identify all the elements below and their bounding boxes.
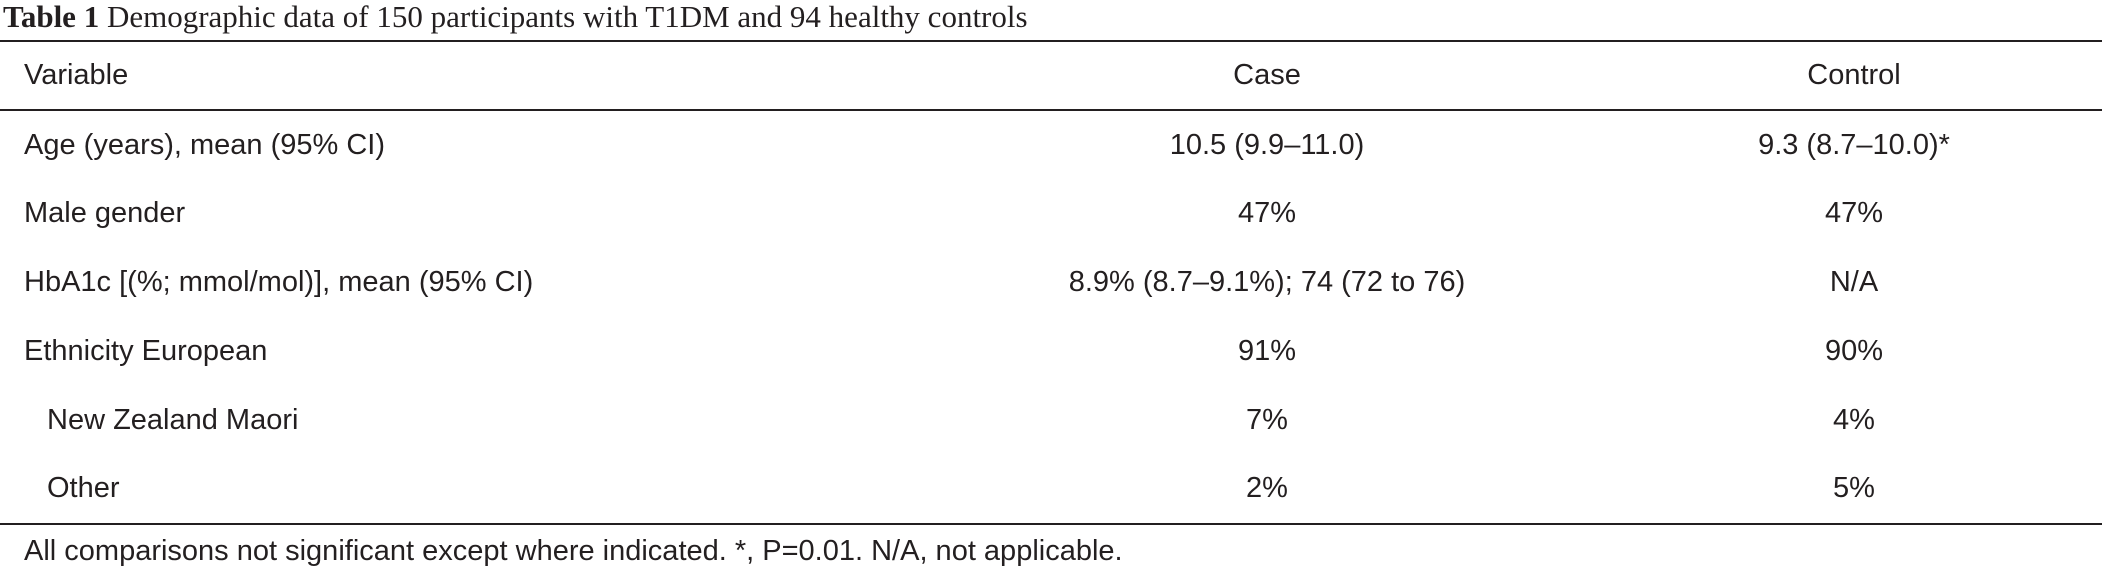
header-control: Control (1807, 59, 1901, 91)
table-row-ethnicity-european: Ethnicity European 91% 90% (0, 317, 2102, 385)
row-control-cell: 90% (1824, 335, 1884, 367)
table-caption-text: Demographic data of 150 participants wit… (106, 0, 1028, 34)
table-bottom-rule (0, 523, 2102, 525)
row-control-cell: 9.3 (8.7–10.0)* (1758, 129, 1950, 161)
row-variable-cell: HbA1c [(%; mmol/mol)], mean (95% CI) (24, 266, 534, 298)
row-case-cell: 8.9% (8.7–9.1%); 74 (72 to 76) (1068, 266, 1466, 298)
table-row-new-zealand-maori: New Zealand Maori 7% 4% (0, 386, 2102, 454)
table-header-row: Variable Case Control (0, 41, 2102, 109)
row-variable-cell: Male gender (24, 197, 186, 229)
row-control-cell: 47% (1824, 197, 1884, 229)
row-control-cell: 5% (1833, 472, 1875, 504)
row-control-cell: N/A (1829, 266, 1879, 298)
table-row-hba1c: HbA1c [(%; mmol/mol)], mean (95% CI) 8.9… (0, 248, 2102, 316)
table-header-rule (0, 109, 2102, 111)
row-variable-cell: Other (47, 472, 120, 504)
table-caption: Table 1 Demographic data of 150 particip… (3, 0, 1028, 38)
row-variable-cell: Age (years), mean (95% CI) (24, 129, 386, 161)
table-footnote: All comparisons not significant except w… (24, 535, 1123, 567)
header-case: Case (1233, 59, 1301, 91)
row-case-cell: 47% (1237, 197, 1297, 229)
table-row-other: Other 2% 5% (0, 454, 2102, 522)
row-variable-cell: New Zealand Maori (47, 404, 299, 436)
row-control-cell: 4% (1833, 404, 1875, 436)
row-case-cell: 10.5 (9.9–11.0) (1169, 129, 1365, 161)
table-top-rule (0, 40, 2102, 42)
row-variable-cell: Ethnicity European (24, 335, 268, 367)
header-variable: Variable (24, 59, 129, 91)
table-row-male-gender: Male gender 47% 47% (0, 179, 2102, 247)
row-case-cell: 91% (1237, 335, 1297, 367)
row-case-cell: 7% (1246, 404, 1288, 436)
row-case-cell: 2% (1246, 472, 1288, 504)
table-caption-label: Table 1 (3, 0, 100, 34)
table-row-age: Age (years), mean (95% CI) 10.5 (9.9–11.… (0, 111, 2102, 179)
